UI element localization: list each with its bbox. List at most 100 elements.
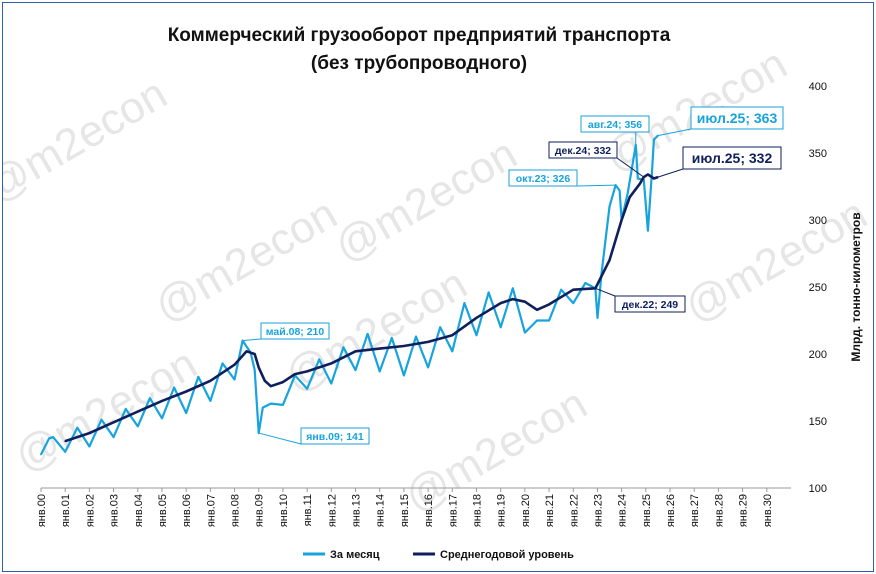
y-tick-label: 400 bbox=[809, 81, 827, 93]
data-point bbox=[209, 379, 212, 382]
data-point bbox=[124, 408, 127, 410]
x-tick-label: янв.08 bbox=[230, 494, 242, 527]
data-point bbox=[536, 319, 538, 322]
x-tick-label: янв.25 bbox=[641, 494, 653, 527]
chart-title-line: (без трубопроводного) bbox=[311, 53, 527, 74]
x-tick-label: янв.06 bbox=[181, 494, 193, 527]
data-point bbox=[511, 298, 514, 300]
annotations: май.08; 210 янв.09; 141 дек.22; 249 окт.23;… bbox=[242, 106, 784, 445]
series-lines bbox=[40, 134, 659, 456]
data-point bbox=[523, 300, 526, 303]
x-tick-label: янв.22 bbox=[568, 494, 580, 527]
data-point bbox=[451, 350, 454, 353]
watermark-text: @m2econ bbox=[6, 339, 205, 482]
data-point bbox=[76, 426, 79, 429]
data-point bbox=[261, 406, 264, 409]
data-point bbox=[185, 412, 188, 414]
x-tick-label: янв.21 bbox=[544, 494, 556, 527]
data-point bbox=[88, 445, 91, 448]
x-tick-label: янв.04 bbox=[133, 494, 145, 527]
data-point bbox=[233, 378, 236, 381]
x-tick-label: янв.15 bbox=[399, 494, 411, 527]
legend-label: За месяц bbox=[330, 549, 380, 561]
annotation-leader bbox=[657, 168, 684, 178]
data-point bbox=[403, 345, 405, 347]
data-point bbox=[269, 402, 272, 405]
data-point bbox=[638, 182, 641, 185]
data-point bbox=[112, 421, 115, 424]
data-point bbox=[378, 370, 381, 373]
data-point bbox=[475, 316, 478, 319]
data-point bbox=[523, 331, 526, 334]
annotation-box bbox=[508, 169, 578, 187]
data-point bbox=[584, 282, 587, 284]
data-point bbox=[415, 335, 417, 338]
data-point bbox=[366, 333, 369, 335]
data-point bbox=[439, 326, 442, 329]
watermark-text: @m2econ bbox=[146, 189, 345, 332]
data-point bbox=[475, 334, 478, 337]
data-point bbox=[463, 302, 466, 304]
data-point bbox=[628, 196, 631, 199]
data-point bbox=[253, 369, 256, 371]
legend: За месяц Среднегодовой уровень bbox=[303, 549, 574, 561]
annotation-box bbox=[548, 141, 618, 159]
data-point bbox=[427, 341, 429, 343]
data-point bbox=[378, 347, 381, 350]
data-point bbox=[306, 370, 309, 373]
watermark-text: @m2econ bbox=[326, 129, 525, 272]
chart-title-line: Коммерческий грузооборот предприятий тра… bbox=[168, 25, 671, 46]
x-tick-label: янв.16 bbox=[423, 494, 435, 527]
x-axis: янв.00 янв.01 янв.02 янв.03 янв.04 янв.05 янв.… bbox=[36, 487, 791, 527]
y-tick-label: 350 bbox=[809, 148, 827, 160]
data-point bbox=[233, 363, 236, 366]
data-point bbox=[48, 437, 50, 440]
data-point bbox=[221, 362, 224, 365]
annotation-box bbox=[682, 146, 782, 170]
x-tick-label: янв.23 bbox=[592, 494, 604, 527]
data-point bbox=[253, 353, 256, 355]
data-point bbox=[209, 400, 212, 402]
watermark-text: @m2econ bbox=[3, 69, 175, 212]
annotation-label: авг.24; 356 bbox=[588, 119, 642, 131]
data-point bbox=[646, 229, 649, 232]
data-point bbox=[646, 173, 649, 176]
data-point bbox=[269, 385, 272, 388]
annotation-leader bbox=[595, 287, 616, 297]
annotation-box bbox=[580, 115, 650, 133]
data-point bbox=[620, 219, 623, 221]
data-point bbox=[487, 291, 490, 294]
data-point bbox=[64, 450, 67, 453]
annotation-leader bbox=[657, 128, 692, 137]
x-tick-label: янв.14 bbox=[375, 494, 387, 527]
data-point bbox=[282, 404, 284, 406]
y-tick-label: 300 bbox=[809, 215, 827, 227]
x-tick-label: янв.18 bbox=[471, 494, 483, 527]
data-point bbox=[548, 319, 550, 322]
y-axis: 100 150 200 250 300 350 400 Млрд. тонно-километ… bbox=[809, 81, 863, 495]
data-point bbox=[636, 177, 639, 180]
x-tick-label: янв.01 bbox=[60, 494, 72, 527]
data-point bbox=[52, 436, 54, 438]
data-point bbox=[596, 316, 599, 319]
data-point bbox=[342, 346, 345, 349]
x-tick-label: янв.10 bbox=[278, 494, 290, 527]
data-point bbox=[354, 369, 357, 371]
data-point bbox=[112, 436, 115, 438]
annotation-box bbox=[690, 106, 784, 130]
data-point bbox=[330, 362, 333, 365]
data-point bbox=[40, 453, 42, 456]
data-point bbox=[572, 288, 575, 291]
data-point bbox=[136, 410, 139, 413]
data-point bbox=[245, 350, 248, 353]
data-point bbox=[653, 177, 655, 180]
x-tick-label: янв.24 bbox=[617, 494, 629, 527]
data-point bbox=[88, 432, 91, 434]
annotation-leader bbox=[242, 338, 262, 342]
watermark-text: @m2econ bbox=[676, 189, 873, 332]
freight-turnover-chart: @m2econ @m2econ@m2econ@m2econ @m2econ@m2ec… bbox=[3, 25, 873, 561]
x-tick-label: янв.27 bbox=[689, 494, 701, 527]
data-point bbox=[173, 386, 175, 389]
data-point bbox=[161, 400, 163, 402]
annotation-leader bbox=[576, 184, 616, 187]
